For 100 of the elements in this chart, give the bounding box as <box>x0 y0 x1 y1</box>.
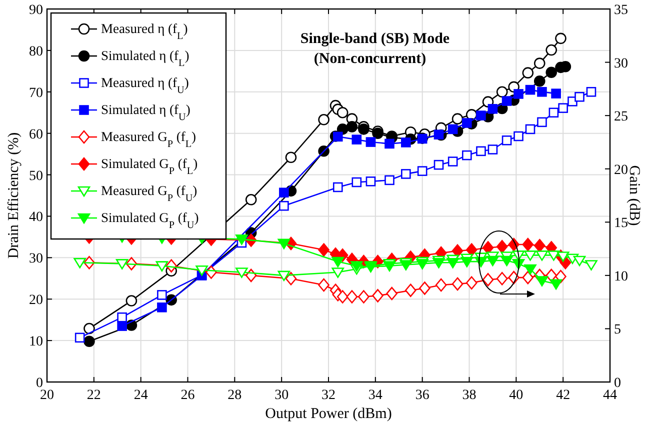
x-tick-label: 20 <box>40 388 54 403</box>
point <box>434 160 444 170</box>
x-tick-label: 36 <box>415 388 430 403</box>
point <box>460 256 474 268</box>
y2-axis-title: Gain (dB) <box>626 165 642 226</box>
point <box>476 146 486 156</box>
point <box>74 258 86 268</box>
point <box>74 332 85 343</box>
point <box>332 256 344 268</box>
point <box>332 268 344 278</box>
point <box>434 130 444 140</box>
point <box>502 135 512 146</box>
point <box>401 169 411 179</box>
point <box>236 268 248 278</box>
x-tick-label: 24 <box>134 388 148 403</box>
point <box>482 273 494 286</box>
y-tick-label: 10 <box>29 334 43 350</box>
point <box>556 252 570 262</box>
y2-tick-label: 35 <box>614 3 628 18</box>
point <box>514 89 524 99</box>
x-tick-label: 28 <box>228 388 242 403</box>
x-tick-label: 32 <box>322 388 336 403</box>
x-axis-title: Output Power (dBm) <box>265 406 392 422</box>
point <box>372 289 384 302</box>
point <box>448 124 458 134</box>
point <box>476 110 486 120</box>
point <box>537 117 547 128</box>
text: (Non-concurrent) <box>314 51 426 67</box>
point <box>534 58 546 69</box>
point <box>318 278 330 292</box>
point <box>524 264 536 275</box>
legend-label: Measured η (f$_{L}$) <box>101 21 188 42</box>
x-tick-label: 44 <box>603 388 617 403</box>
point <box>358 124 370 135</box>
point <box>352 134 362 144</box>
point <box>496 272 508 286</box>
point <box>486 256 499 266</box>
point <box>416 259 428 270</box>
y2-tick-label: 25 <box>614 110 628 125</box>
point <box>384 138 394 149</box>
point <box>496 240 508 254</box>
point <box>585 260 598 270</box>
point <box>522 270 534 284</box>
y2-tick-label: 0 <box>614 376 621 391</box>
y-tick-label: 90 <box>29 3 43 18</box>
point <box>446 258 459 268</box>
point <box>366 137 376 147</box>
y-tick-label: 40 <box>29 210 43 226</box>
point <box>285 152 297 164</box>
x-tick-label: 42 <box>556 388 570 403</box>
point <box>157 290 167 300</box>
point <box>332 132 343 142</box>
point <box>278 238 290 250</box>
y2-tick-label: 20 <box>614 162 628 178</box>
y-tick-label: 20 <box>29 293 43 308</box>
legend-label: Simulated G$_{P}$ (f$_{U}$) <box>101 210 199 230</box>
point <box>534 75 546 87</box>
point <box>586 86 596 97</box>
point <box>522 238 534 252</box>
x-tick-label: 30 <box>274 388 289 403</box>
x-tick-label: 22 <box>86 388 101 403</box>
y2-tick-label: 15 <box>614 216 628 232</box>
point <box>448 156 458 166</box>
y-tick-label: 50 <box>29 168 43 184</box>
point <box>401 138 411 148</box>
point <box>358 290 370 304</box>
legend-label: Measured G$_{P}$ (f$_{U}$) <box>101 183 198 204</box>
point <box>466 276 478 290</box>
point <box>573 256 586 266</box>
point <box>482 241 494 254</box>
point <box>346 290 358 304</box>
point <box>117 321 127 331</box>
point <box>318 114 330 126</box>
point <box>384 175 394 186</box>
point <box>279 188 289 198</box>
y-tick-label: 80 <box>29 44 43 60</box>
point <box>126 295 138 306</box>
point <box>452 277 464 291</box>
point <box>525 124 536 134</box>
point <box>386 286 398 300</box>
point <box>550 279 562 290</box>
point <box>551 88 561 98</box>
point <box>84 336 95 348</box>
point <box>278 270 290 282</box>
y2-tick-label: 30 <box>614 56 628 72</box>
point <box>524 250 536 261</box>
point <box>350 261 363 272</box>
point <box>534 238 546 252</box>
point <box>419 282 430 295</box>
text: Single-band (SB) Mode <box>300 31 450 47</box>
point <box>462 118 472 128</box>
point <box>555 32 566 44</box>
point <box>548 250 560 261</box>
point <box>346 121 358 132</box>
point <box>196 265 208 276</box>
point <box>546 66 558 78</box>
point <box>537 86 547 97</box>
point <box>435 278 447 292</box>
x-tick-label: 40 <box>509 388 524 403</box>
point <box>514 131 524 142</box>
